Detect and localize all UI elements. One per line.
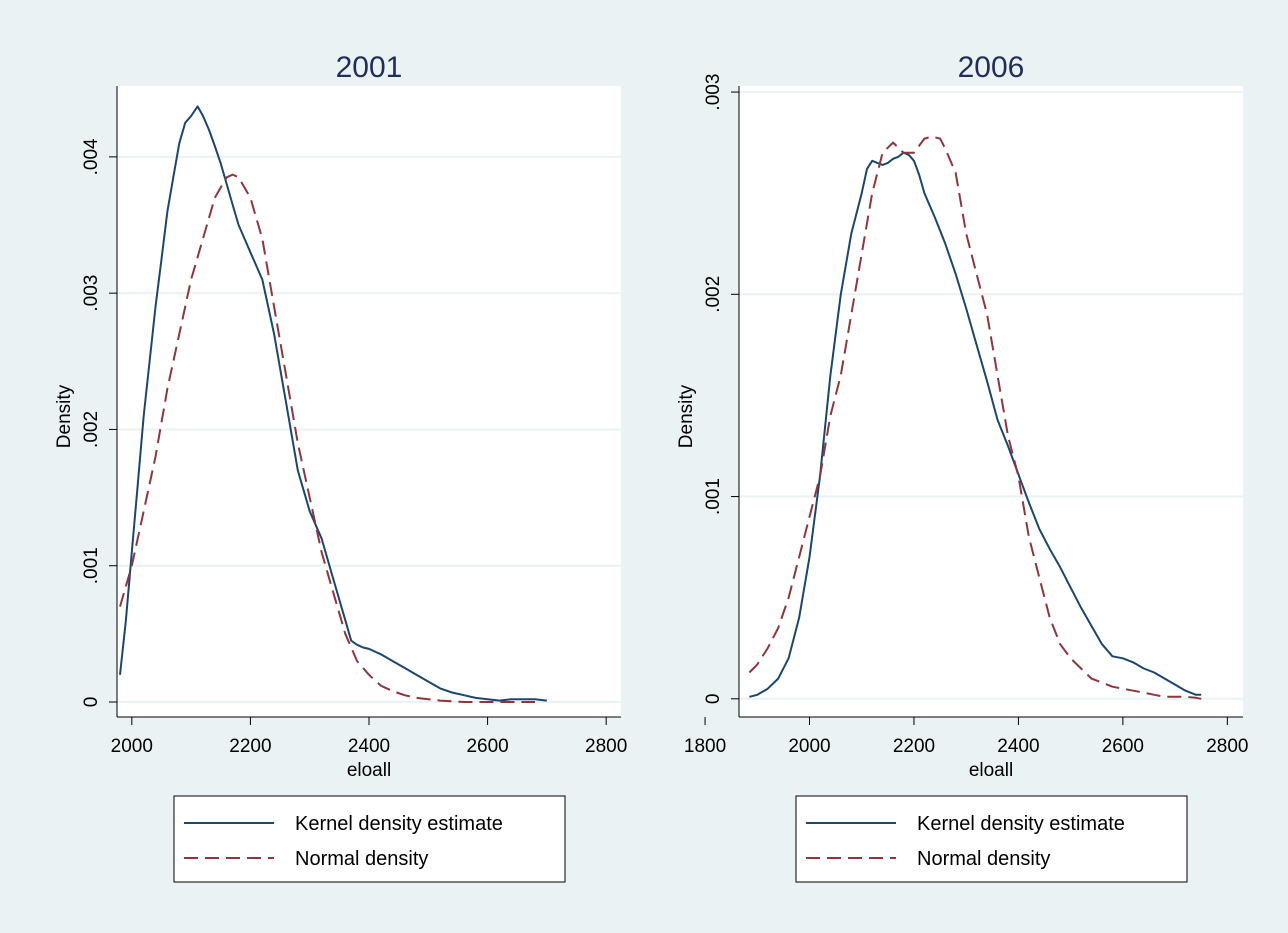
normal-density-line	[748, 135, 1202, 700]
legend-box	[173, 795, 566, 883]
x-tick-label: 2400	[997, 736, 1039, 757]
normal-density-line	[119, 173, 535, 703]
kernel-density-line	[119, 105, 548, 702]
legend-kernel-label: Kernel density estimate	[295, 813, 503, 835]
y-tick-label: .003	[81, 275, 102, 312]
legend-box	[795, 795, 1188, 883]
y-tick-label: 0	[81, 697, 102, 708]
y-axis-title: Density	[54, 384, 75, 448]
x-tick-label: 2200	[893, 736, 935, 757]
x-tick-label: 2800	[585, 736, 627, 757]
x-tick-label: 2600	[1102, 736, 1144, 757]
y-tick-label: .002	[81, 411, 102, 448]
chart-title: 2001	[336, 51, 403, 84]
x-tick-label: 2000	[111, 736, 153, 757]
x-tick-label: 1800	[684, 736, 726, 757]
chart-title: 2006	[958, 51, 1025, 84]
x-tick-label: 2400	[348, 736, 390, 757]
legend-normal-label: Normal density	[917, 848, 1050, 870]
x-tick-label: 2800	[1206, 736, 1248, 757]
panel-2006: 0 .001 .002 .003 1800 2000 2200 2400 2600 2800 200…	[676, 51, 1248, 883]
x-tick-label: 2600	[466, 736, 508, 757]
x-axis-title: eloall	[969, 760, 1013, 781]
y-tick-label: .004	[81, 138, 102, 175]
legend-normal-label: Normal density	[295, 848, 428, 870]
legend-kernel-label: Kernel density estimate	[917, 813, 1125, 835]
panel-2001: 0 .001 .002 .003 .004 2000 2200 2400 2600 2800 200…	[54, 51, 627, 883]
plot-area	[739, 86, 1243, 717]
x-tick-label: 2200	[229, 736, 271, 757]
y-tick-label: .002	[703, 276, 724, 313]
y-tick-label: .001	[703, 478, 724, 515]
x-tick-label: 2000	[788, 736, 830, 757]
y-tick-label: .003	[703, 74, 724, 111]
y-tick-label: 0	[703, 694, 724, 705]
x-axis-title: eloall	[347, 760, 391, 781]
y-axis-title: Density	[676, 384, 697, 448]
y-tick-label: .001	[81, 547, 102, 584]
kernel-density-line	[749, 151, 1202, 698]
plot-area	[117, 86, 621, 717]
